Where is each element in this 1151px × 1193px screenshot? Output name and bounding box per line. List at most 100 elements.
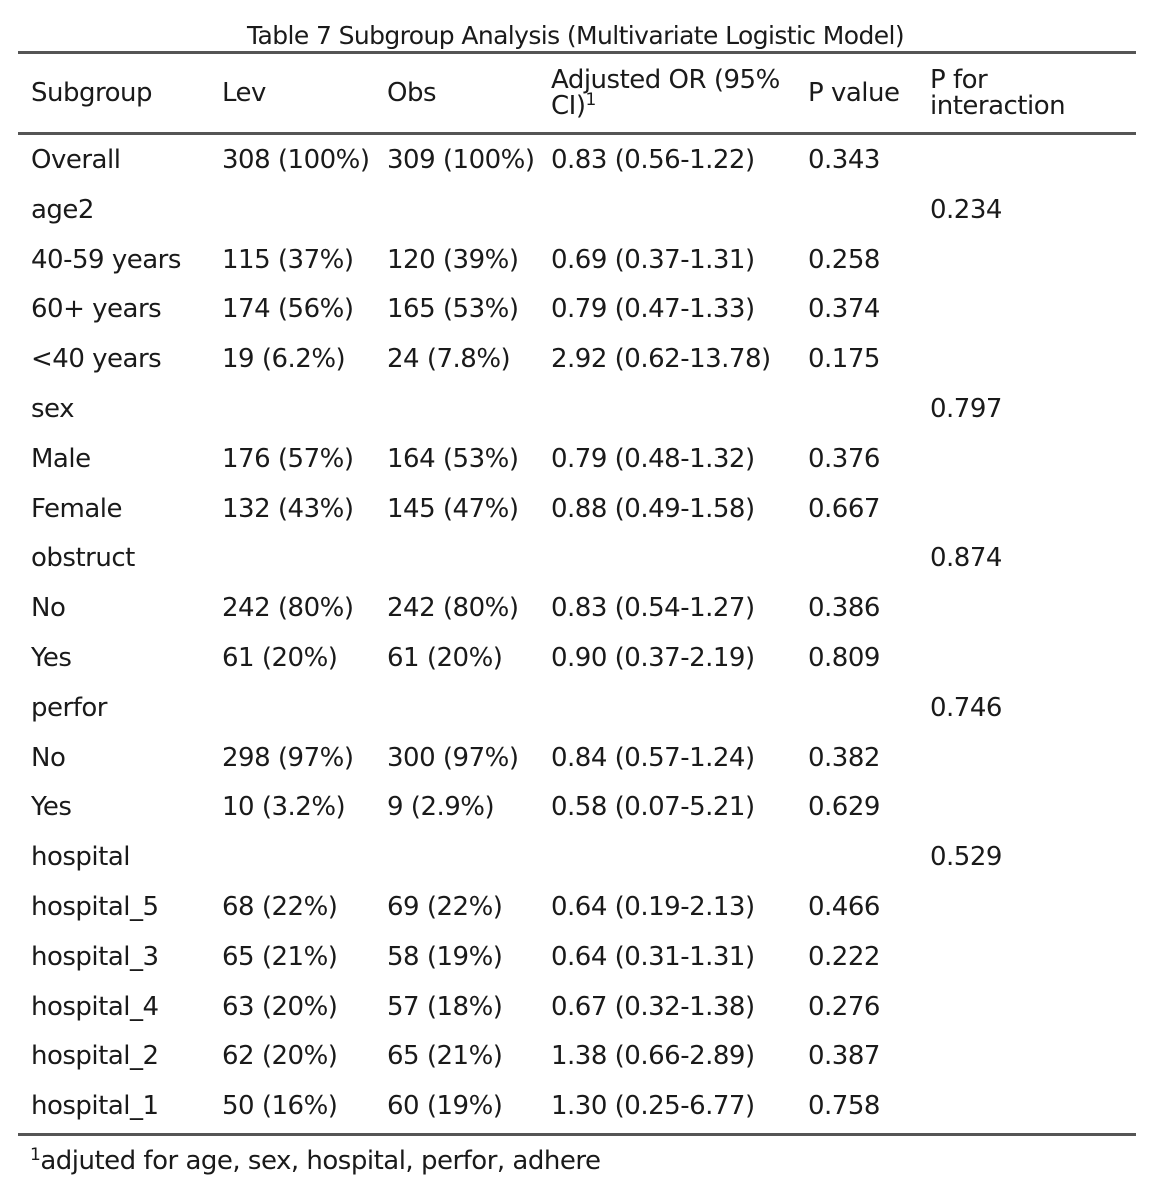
cell-lev: 132 (43%) xyxy=(222,493,354,524)
cell-lev: 61 (20%) xyxy=(222,642,338,673)
cell-adjusted-or: 0.67 (0.32-1.38) xyxy=(551,991,755,1022)
cell-subgroup: perfor xyxy=(31,692,107,723)
table-row: No 298 (97%) 300 (97%) 0.84 (0.57-1.24) 0.38… xyxy=(18,734,1136,784)
table-caption: Table 7 Subgroup Analysis (Multivariate … xyxy=(246,21,905,50)
cell-adjusted-or: 0.84 (0.57-1.24) xyxy=(551,742,755,773)
table-row: hospital_1 50 (16%) 60 (19%) 1.30 (0.25-6.7… xyxy=(18,1082,1136,1132)
header-lev: Lev xyxy=(222,78,266,108)
header-p-interaction-line2: interaction xyxy=(930,91,1066,121)
table-row: No 242 (80%) 242 (80%) 0.83 (0.54-1.27) 0.38… xyxy=(18,584,1136,634)
cell-subgroup: <40 years xyxy=(31,344,162,375)
cell-subgroup: hospital xyxy=(31,842,131,873)
table-row: Female 132 (43%) 145 (47%) 0.88 (0.49-1.58)… xyxy=(18,485,1136,535)
cell-adjusted-or: 1.38 (0.66-2.89) xyxy=(551,1041,755,1072)
cell-adjusted-or: 0.88 (0.49-1.58) xyxy=(551,493,755,524)
cell-obs: 60 (19%) xyxy=(387,1091,503,1122)
cell-subgroup: hospital_1 xyxy=(31,1091,159,1122)
cell-adjusted-or: 0.79 (0.47-1.33) xyxy=(551,294,755,325)
table-row: perfor 0.746 xyxy=(18,684,1136,734)
cell-p-interaction: 0.529 xyxy=(930,842,1002,873)
cell-pvalue: 0.382 xyxy=(808,742,880,773)
cell-obs: 242 (80%) xyxy=(387,593,519,624)
cell-pvalue: 0.258 xyxy=(808,244,880,275)
cell-lev: 115 (37%) xyxy=(222,244,354,275)
cell-subgroup: hospital_4 xyxy=(31,991,159,1022)
cell-pvalue: 0.376 xyxy=(808,443,880,474)
header-pvalue: P value xyxy=(808,78,900,108)
cell-lev: 174 (56%) xyxy=(222,294,354,325)
cell-pvalue: 0.343 xyxy=(808,145,880,175)
table-row: Yes 10 (3.2%) 9 (2.9%) 0.58 (0.07-5.21) 0.62… xyxy=(18,783,1136,833)
cell-obs: 24 (7.8%) xyxy=(387,344,511,375)
cell-subgroup: age2 xyxy=(31,194,94,225)
bottom-rule xyxy=(18,1133,1136,1136)
cell-subgroup: No xyxy=(31,742,66,773)
cell-obs: 164 (53%) xyxy=(387,443,519,474)
cell-subgroup: No xyxy=(31,593,66,624)
table-row: 40-59 years 115 (37%) 120 (39%) 0.69 (0.37-… xyxy=(18,236,1136,286)
cell-obs: 300 (97%) xyxy=(387,742,519,773)
cell-lev: 242 (80%) xyxy=(222,593,354,624)
cell-pvalue: 0.466 xyxy=(808,891,880,922)
cell-adjusted-or: 0.58 (0.07-5.21) xyxy=(551,792,755,823)
footnote-text: adjuted for age, sex, hospital, perfor, … xyxy=(40,1146,601,1176)
cell-pvalue: 0.387 xyxy=(808,1041,880,1072)
cell-obs: 9 (2.9%) xyxy=(387,792,495,823)
table-row: hospital_5 68 (22%) 69 (22%) 0.64 (0.19-2.1… xyxy=(18,883,1136,933)
cell-subgroup: Female xyxy=(31,493,123,524)
cell-pvalue: 0.374 xyxy=(808,294,880,325)
cell-obs: 69 (22%) xyxy=(387,891,503,922)
cell-adjusted-or: 1.30 (0.25-6.77) xyxy=(551,1091,755,1122)
cell-lev: 10 (3.2%) xyxy=(222,792,346,823)
table-header: Subgroup Lev Obs Adjusted OR (95% CI)1 P… xyxy=(18,54,1136,132)
header-adjusted-or: Adjusted OR (95% CI)1 xyxy=(551,67,780,119)
cell-subgroup: hospital_2 xyxy=(31,1041,159,1072)
cell-subgroup: Male xyxy=(31,443,91,474)
cell-adjusted-or: 0.79 (0.48-1.32) xyxy=(551,443,755,474)
table-row: Overall 308 (100%) 309 (100%) 0.83 (0.56-1.… xyxy=(18,136,1136,186)
footnote-marker: 1 xyxy=(30,1145,41,1165)
cell-p-interaction: 0.234 xyxy=(930,194,1002,225)
top-rule xyxy=(18,51,1136,54)
cell-lev: 298 (97%) xyxy=(222,742,354,773)
cell-subgroup: 60+ years xyxy=(31,294,162,325)
cell-pvalue: 0.758 xyxy=(808,1091,880,1122)
cell-adjusted-or: 0.83 (0.54-1.27) xyxy=(551,593,755,624)
header-adjusted-or-line2: CI)1 xyxy=(551,90,780,121)
cell-adjusted-or: 0.83 (0.56-1.22) xyxy=(551,145,755,175)
header-rule xyxy=(18,132,1136,135)
header-p-interaction: P for interaction xyxy=(930,65,1066,121)
cell-adjusted-or: 2.92 (0.62-13.78) xyxy=(551,344,771,375)
cell-subgroup: hospital_3 xyxy=(31,941,159,972)
cell-p-interaction: 0.874 xyxy=(930,543,1002,574)
cell-subgroup: obstruct xyxy=(31,543,135,574)
table-row: hospital 0.529 xyxy=(18,833,1136,883)
cell-lev: 19 (6.2%) xyxy=(222,344,346,375)
table-row: Male 176 (57%) 164 (53%) 0.79 (0.48-1.32) 0.… xyxy=(18,435,1136,485)
header-adjusted-or-ci: CI) xyxy=(551,91,586,121)
cell-lev: 65 (21%) xyxy=(222,941,338,972)
header-obs: Obs xyxy=(387,78,437,108)
cell-pvalue: 0.809 xyxy=(808,642,880,673)
table-row: hospital_3 65 (21%) 58 (19%) 0.64 (0.31-1.3… xyxy=(18,933,1136,983)
table-row: Yes 61 (20%) 61 (20%) 0.90 (0.37-2.19) 0.809 xyxy=(18,634,1136,684)
table-row: age2 0.234 xyxy=(18,186,1136,236)
cell-lev: 63 (20%) xyxy=(222,991,338,1022)
header-footnote-marker: 1 xyxy=(585,90,596,110)
cell-pvalue: 0.175 xyxy=(808,344,880,375)
cell-obs: 65 (21%) xyxy=(387,1041,503,1072)
cell-pvalue: 0.667 xyxy=(808,493,880,524)
table-row: hospital_4 63 (20%) 57 (18%) 0.67 (0.32-1.3… xyxy=(18,983,1136,1033)
cell-obs: 120 (39%) xyxy=(387,244,519,275)
header-p-interaction-line1: P for xyxy=(930,65,988,95)
header-subgroup: Subgroup xyxy=(31,78,153,108)
table-row: obstruct 0.874 xyxy=(18,534,1136,584)
cell-subgroup: Yes xyxy=(31,792,72,823)
cell-pvalue: 0.386 xyxy=(808,593,880,624)
cell-obs: 145 (47%) xyxy=(387,493,519,524)
cell-p-interaction: 0.797 xyxy=(930,393,1002,424)
cell-obs: 57 (18%) xyxy=(387,991,503,1022)
cell-lev: 50 (16%) xyxy=(222,1091,338,1122)
header-adjusted-or-line1: Adjusted OR (95% xyxy=(551,65,780,95)
table-row: 60+ years 174 (56%) 165 (53%) 0.79 (0.47-1.… xyxy=(18,285,1136,335)
